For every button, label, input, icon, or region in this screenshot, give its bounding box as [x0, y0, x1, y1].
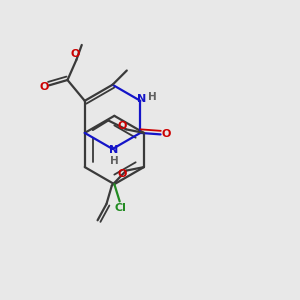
Text: N: N [137, 94, 146, 104]
Text: O: O [39, 82, 48, 92]
Text: H: H [110, 156, 118, 167]
Text: O: O [161, 128, 171, 139]
Text: H: H [148, 92, 157, 102]
Text: O: O [117, 122, 127, 131]
Text: O: O [70, 49, 80, 59]
Text: N: N [109, 145, 118, 155]
Text: O: O [117, 169, 127, 178]
Text: Cl: Cl [114, 203, 126, 213]
